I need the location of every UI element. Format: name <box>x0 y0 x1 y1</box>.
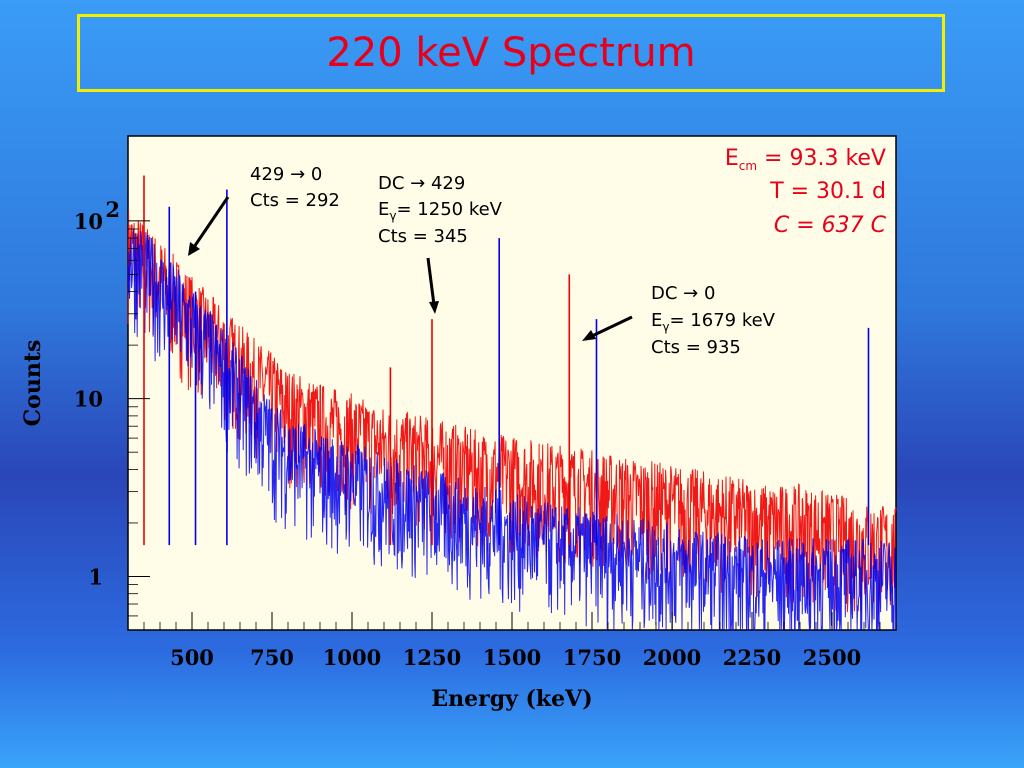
title-box: 220 keV Spectrum <box>77 14 945 92</box>
annotation-1250-energy: Eγ= 1250 keV <box>378 199 503 223</box>
x-tick-label: 1750 <box>563 645 621 670</box>
annotation-429-arrowhead <box>188 242 200 256</box>
slide-title: 220 keV Spectrum <box>326 30 696 76</box>
x-axis-title: Energy (keV) <box>431 686 592 712</box>
y-tick-label: 10 <box>74 387 103 412</box>
annotation-429-transition: 429 → 0 <box>250 164 322 185</box>
series-layer <box>127 175 897 631</box>
annotation-1250-transition: DC → 429 <box>378 173 465 194</box>
x-tick-label: 1000 <box>323 645 381 670</box>
x-tick-label: 2500 <box>803 645 861 670</box>
annotation-1679-counts: Cts = 935 <box>651 337 741 358</box>
x-tick-label: 1250 <box>403 645 461 670</box>
annotation-1679-arrow <box>591 315 633 338</box>
y-tick-label: 1 <box>88 564 103 589</box>
info-ecm: Ecm = 93.3 keV <box>725 146 886 173</box>
x-tick-label: 2000 <box>643 645 701 670</box>
annotation-429-arrow <box>190 196 230 251</box>
x-tick-label: 750 <box>250 645 294 670</box>
y-tick-exponent: 2 <box>105 197 120 222</box>
y-axis-title: Counts <box>20 340 46 427</box>
annotation-1679-energy: Eγ= 1679 keV <box>651 310 776 334</box>
x-tick-label: 2250 <box>723 645 781 670</box>
annotation-1679-arrowhead <box>582 330 596 341</box>
annotation-1250-arrow <box>426 257 436 306</box>
info-charge: C = 637 C <box>774 213 887 238</box>
annotation-1250-counts: Cts = 345 <box>378 226 468 247</box>
y-tick-label: 10 <box>74 209 103 234</box>
series-line <box>127 228 897 631</box>
annotation-1679-transition: DC → 0 <box>651 283 715 304</box>
x-tick-label: 1500 <box>483 645 541 670</box>
annotation-1250-arrowhead <box>429 301 439 314</box>
x-tick-label: 500 <box>170 645 214 670</box>
info-time: T = 30.1 d <box>769 179 886 204</box>
annotation-429-counts: Cts = 292 <box>250 190 340 211</box>
